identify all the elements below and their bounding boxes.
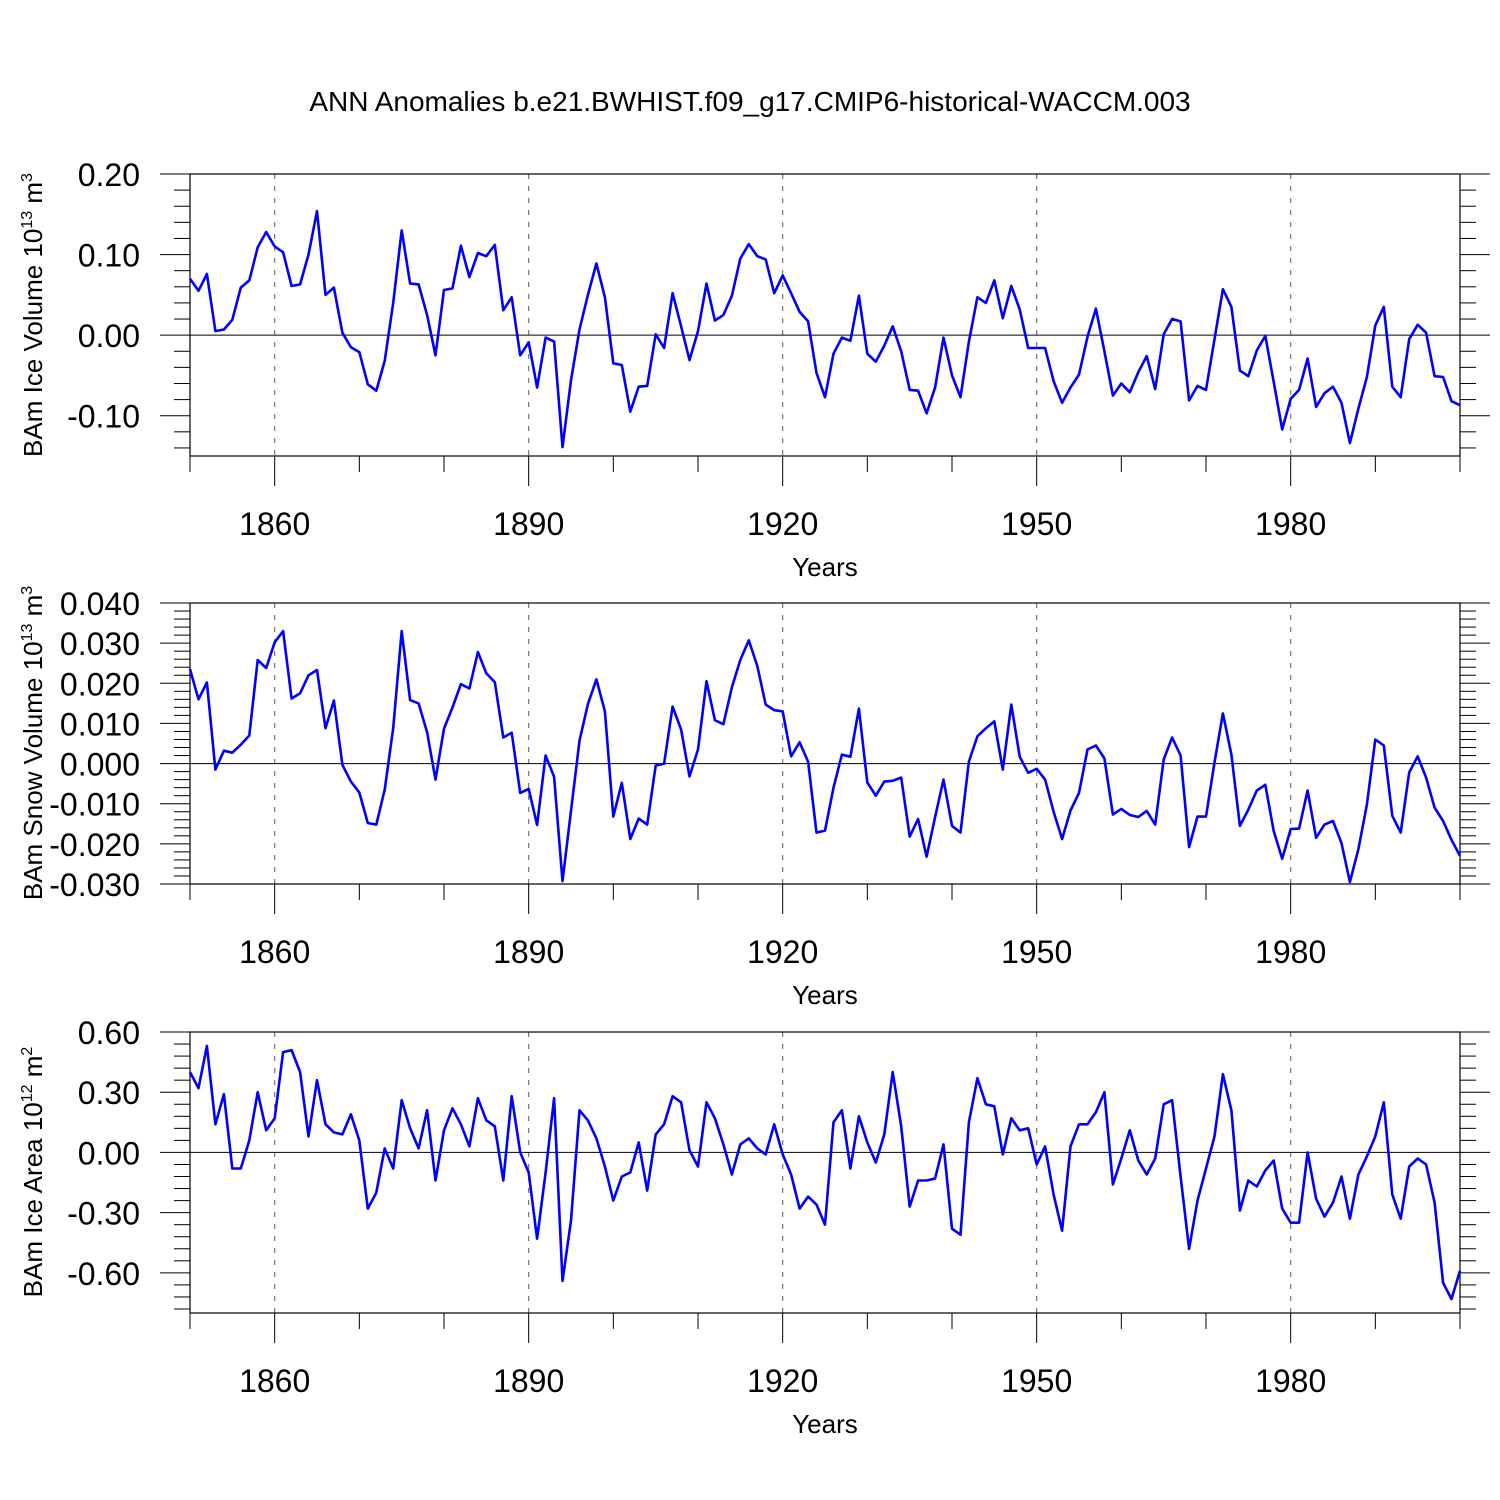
- x-tick-label: 1920: [747, 1363, 818, 1399]
- y-axis-title-part: m: [18, 595, 48, 624]
- y-axis-title-superscript: 3: [19, 173, 36, 182]
- y-axis-title-part: m: [18, 182, 48, 211]
- y-tick-label: -0.30: [67, 1196, 140, 1232]
- plot-frame: [189, 602, 1461, 885]
- y-axis-title-part: m: [18, 1056, 48, 1085]
- x-tick-label: 1980: [1255, 1363, 1326, 1399]
- y-tick-label: 0.00: [78, 318, 140, 354]
- chart-panel-2: -0.030 -0.020 -0.010 0.000 0.010 0.020 0.030 0.…: [18, 586, 1490, 1010]
- y-tick-label: 0.010: [60, 706, 140, 742]
- x-tick-label: 1950: [1001, 1363, 1072, 1399]
- chart-panel-3: -0.60 -0.30 0.00 0.30 0.60 1860 1890 1920 1950 19…: [18, 1015, 1490, 1439]
- x-tick-label: 1890: [493, 1363, 564, 1399]
- x-tick-label: 1860: [239, 1363, 310, 1399]
- y-axis-title-superscript: 2: [19, 1047, 36, 1056]
- y-tick-label: -0.030: [49, 867, 140, 903]
- x-axis-title: Years: [792, 980, 858, 1010]
- x-axis-title: Years: [792, 552, 858, 582]
- x-tick-label: 1950: [1001, 506, 1072, 542]
- x-tick-label: 1890: [493, 506, 564, 542]
- y-axis-title: BAm Ice Area 1012 m2: [18, 1047, 48, 1298]
- y-axis-title-superscript: 3: [19, 586, 36, 595]
- x-tick-label: 1950: [1001, 934, 1072, 970]
- y-tick-label: 0.030: [60, 626, 140, 662]
- plot-frame: [189, 1031, 1461, 1314]
- x-tick-label: 1860: [239, 934, 310, 970]
- y-tick-label: 0.60: [78, 1015, 140, 1051]
- y-axis-title-superscript: 12: [19, 1084, 36, 1102]
- y-axis-title-superscript: 13: [19, 624, 36, 642]
- x-tick-label: 1890: [493, 934, 564, 970]
- x-tick-label: 1920: [747, 934, 818, 970]
- y-tick-label: 0.040: [60, 586, 140, 622]
- y-axis-title-part: BAm Ice Area 10: [18, 1102, 48, 1297]
- chart-panel-1: -0.10 0.00 0.10 0.20 1860 1890 1920 1950 1980 Yea…: [18, 157, 1490, 582]
- y-axis-title-superscript: 13: [19, 211, 36, 229]
- y-tick-label: 0.10: [78, 238, 140, 274]
- x-tick-label: 1980: [1255, 506, 1326, 542]
- y-tick-label: 0.000: [60, 747, 140, 783]
- y-axis-title-part: BAm Snow Volume 10: [18, 641, 48, 900]
- y-axis-title-part: BAm Ice Volume 10: [18, 229, 48, 457]
- y-axis-title: BAm Snow Volume 1013 m3: [18, 586, 48, 900]
- y-tick-label: -0.10: [67, 399, 140, 435]
- x-tick-label: 1920: [747, 506, 818, 542]
- y-tick-label: -0.60: [67, 1256, 140, 1292]
- series-line: [188, 629, 1462, 884]
- y-tick-label: -0.020: [49, 827, 140, 863]
- y-tick-label: -0.010: [49, 787, 140, 823]
- y-tick-label: 0.020: [60, 666, 140, 702]
- series-line: [188, 209, 1461, 449]
- y-tick-label: 0.00: [78, 1135, 140, 1171]
- y-axis-title: BAm Ice Volume 1013 m3: [18, 173, 48, 457]
- figure-title: ANN Anomalies b.e21.BWHIST.f09_g17.CMIP6…: [309, 86, 1190, 117]
- plot-frame: [189, 173, 1461, 457]
- series-line: [188, 1044, 1462, 1301]
- y-tick-label: 0.30: [78, 1075, 140, 1111]
- y-tick-label: 0.20: [78, 157, 140, 193]
- x-axis-title: Years: [792, 1409, 858, 1439]
- x-tick-label: 1860: [239, 506, 310, 542]
- x-tick-label: 1980: [1255, 934, 1326, 970]
